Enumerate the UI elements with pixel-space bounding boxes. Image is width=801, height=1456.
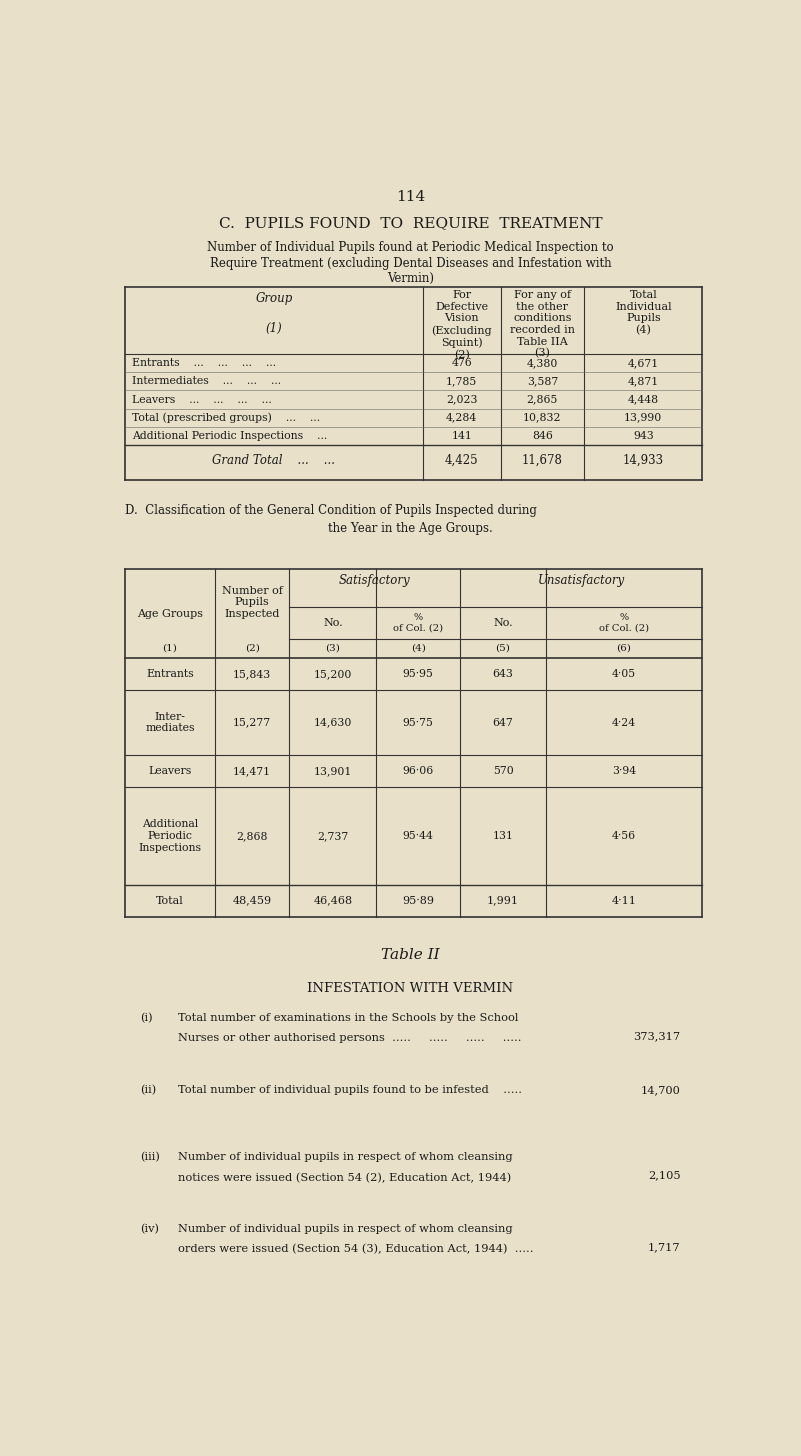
Text: INFESTATION WITH VERMIN: INFESTATION WITH VERMIN xyxy=(308,981,513,994)
Text: 13,990: 13,990 xyxy=(624,412,662,422)
Text: (iv): (iv) xyxy=(140,1224,159,1235)
Text: 476: 476 xyxy=(451,358,472,368)
Text: 4·11: 4·11 xyxy=(612,895,637,906)
Text: 2,737: 2,737 xyxy=(317,831,348,842)
Text: 15,277: 15,277 xyxy=(233,718,272,728)
Text: (1): (1) xyxy=(163,644,177,652)
Text: 4,671: 4,671 xyxy=(628,358,659,368)
Text: 647: 647 xyxy=(493,718,513,728)
Text: 4,871: 4,871 xyxy=(628,376,659,386)
Text: Satisfactory: Satisfactory xyxy=(339,574,411,587)
Text: Group

(1): Group (1) xyxy=(256,293,292,335)
Text: (iii): (iii) xyxy=(140,1152,160,1163)
Text: (6): (6) xyxy=(617,644,631,652)
Text: Grand Total    ...    ...: Grand Total ... ... xyxy=(212,454,336,466)
Text: the Year in the Age Groups.: the Year in the Age Groups. xyxy=(328,523,493,536)
Text: 570: 570 xyxy=(493,766,513,776)
Text: Leavers: Leavers xyxy=(148,766,191,776)
Text: 1,991: 1,991 xyxy=(487,895,519,906)
Text: Intermediates    ...    ...    ...: Intermediates ... ... ... xyxy=(132,376,281,386)
Text: 96·06: 96·06 xyxy=(403,766,434,776)
Text: Total (prescribed groups)    ...    ...: Total (prescribed groups) ... ... xyxy=(132,412,320,422)
Text: Age Groups: Age Groups xyxy=(137,609,203,619)
Text: 11,678: 11,678 xyxy=(522,454,563,466)
Text: 14,933: 14,933 xyxy=(622,454,664,466)
Text: 95·89: 95·89 xyxy=(402,895,434,906)
Text: 10,832: 10,832 xyxy=(523,412,562,422)
Text: 2,105: 2,105 xyxy=(648,1171,681,1181)
Text: Total
Individual
Pupils
(4): Total Individual Pupils (4) xyxy=(615,290,671,335)
Text: Number of Individual Pupils found at Periodic Medical Inspection to: Number of Individual Pupils found at Per… xyxy=(207,240,614,253)
Text: (i): (i) xyxy=(140,1013,153,1024)
Text: Additional Periodic Inspections    ...: Additional Periodic Inspections ... xyxy=(132,431,328,441)
Text: 4·56: 4·56 xyxy=(612,831,636,842)
Text: Total number of individual pupils found to be infested    .....: Total number of individual pupils found … xyxy=(178,1085,521,1095)
Text: Additional
Periodic
Inspections: Additional Periodic Inspections xyxy=(139,820,202,853)
Text: 95·95: 95·95 xyxy=(403,670,433,678)
Text: 373,317: 373,317 xyxy=(634,1031,681,1041)
Text: (2): (2) xyxy=(245,644,260,652)
Text: of Col. (2): of Col. (2) xyxy=(393,623,443,632)
Text: Table II: Table II xyxy=(381,948,440,962)
Text: Nurses or other authorised persons  .....     .....     .....     .....: Nurses or other authorised persons .....… xyxy=(178,1034,521,1044)
Text: 95·75: 95·75 xyxy=(403,718,433,728)
Text: Number of individual pupils in respect of whom cleansing: Number of individual pupils in respect o… xyxy=(178,1152,513,1162)
Text: 4,425: 4,425 xyxy=(445,454,478,466)
Text: Vermin): Vermin) xyxy=(387,272,434,285)
Text: Number of
Pupils
Inspected: Number of Pupils Inspected xyxy=(222,585,283,619)
Text: Entrants    ...    ...    ...    ...: Entrants ... ... ... ... xyxy=(132,358,276,368)
Text: Total: Total xyxy=(156,895,184,906)
Text: 4·24: 4·24 xyxy=(612,718,636,728)
Text: (5): (5) xyxy=(496,644,510,652)
Text: 14,700: 14,700 xyxy=(641,1085,681,1095)
Text: %: % xyxy=(619,613,629,622)
Text: 14,630: 14,630 xyxy=(314,718,352,728)
Text: 14,471: 14,471 xyxy=(233,766,272,776)
Text: 643: 643 xyxy=(493,670,513,678)
Text: (ii): (ii) xyxy=(140,1085,157,1095)
Text: 846: 846 xyxy=(532,431,553,441)
Text: (3): (3) xyxy=(325,644,340,652)
Text: 1,717: 1,717 xyxy=(648,1242,681,1252)
Text: 141: 141 xyxy=(451,431,472,441)
Text: 3,587: 3,587 xyxy=(527,376,558,386)
Text: 2,023: 2,023 xyxy=(446,395,477,405)
Text: Require Treatment (excluding Dental Diseases and Infestation with: Require Treatment (excluding Dental Dise… xyxy=(210,256,611,269)
Text: 2,868: 2,868 xyxy=(236,831,268,842)
Text: 114: 114 xyxy=(396,191,425,204)
Text: 4,284: 4,284 xyxy=(446,412,477,422)
Text: 943: 943 xyxy=(633,431,654,441)
Text: 46,468: 46,468 xyxy=(313,895,352,906)
Text: D.  Classification of the General Condition of Pupils Inspected during: D. Classification of the General Conditi… xyxy=(125,504,537,517)
Text: 15,200: 15,200 xyxy=(314,670,352,678)
Text: For
Defective
Vision
(Excluding
Squint)
(2): For Defective Vision (Excluding Squint) … xyxy=(432,290,492,360)
Text: 13,901: 13,901 xyxy=(314,766,352,776)
Text: C.  PUPILS FOUND  TO  REQUIRE  TREATMENT: C. PUPILS FOUND TO REQUIRE TREATMENT xyxy=(219,215,602,230)
Text: 48,459: 48,459 xyxy=(232,895,272,906)
Text: Number of individual pupils in respect of whom cleansing: Number of individual pupils in respect o… xyxy=(178,1224,513,1235)
Text: of Col. (2): of Col. (2) xyxy=(599,623,649,632)
Text: For any of
the other
conditions
recorded in
Table IIA
(3): For any of the other conditions recorded… xyxy=(510,290,575,358)
Text: No.: No. xyxy=(493,619,513,628)
Text: 4,380: 4,380 xyxy=(527,358,558,368)
Text: notices were issued (Section 54 (2), Education Act, 1944): notices were issued (Section 54 (2), Edu… xyxy=(178,1172,511,1182)
Text: 95·44: 95·44 xyxy=(403,831,433,842)
Text: 3·94: 3·94 xyxy=(612,766,636,776)
Text: Inter-
mediates: Inter- mediates xyxy=(145,712,195,734)
Text: orders were issued (Section 54 (3), Education Act, 1944)  .....: orders were issued (Section 54 (3), Educ… xyxy=(178,1245,533,1255)
Text: 15,843: 15,843 xyxy=(233,670,272,678)
Text: Unsatisfactory: Unsatisfactory xyxy=(537,574,625,587)
Text: (4): (4) xyxy=(411,644,425,652)
Text: 4·05: 4·05 xyxy=(612,670,636,678)
Text: 131: 131 xyxy=(493,831,513,842)
Text: Entrants: Entrants xyxy=(146,670,194,678)
Text: No.: No. xyxy=(323,619,343,628)
Text: Total number of examinations in the Schools by the School: Total number of examinations in the Scho… xyxy=(178,1013,518,1024)
Text: 2,865: 2,865 xyxy=(527,395,558,405)
Text: 1,785: 1,785 xyxy=(446,376,477,386)
Text: %: % xyxy=(413,613,423,622)
Text: Leavers    ...    ...    ...    ...: Leavers ... ... ... ... xyxy=(132,395,272,405)
Text: 4,448: 4,448 xyxy=(628,395,659,405)
